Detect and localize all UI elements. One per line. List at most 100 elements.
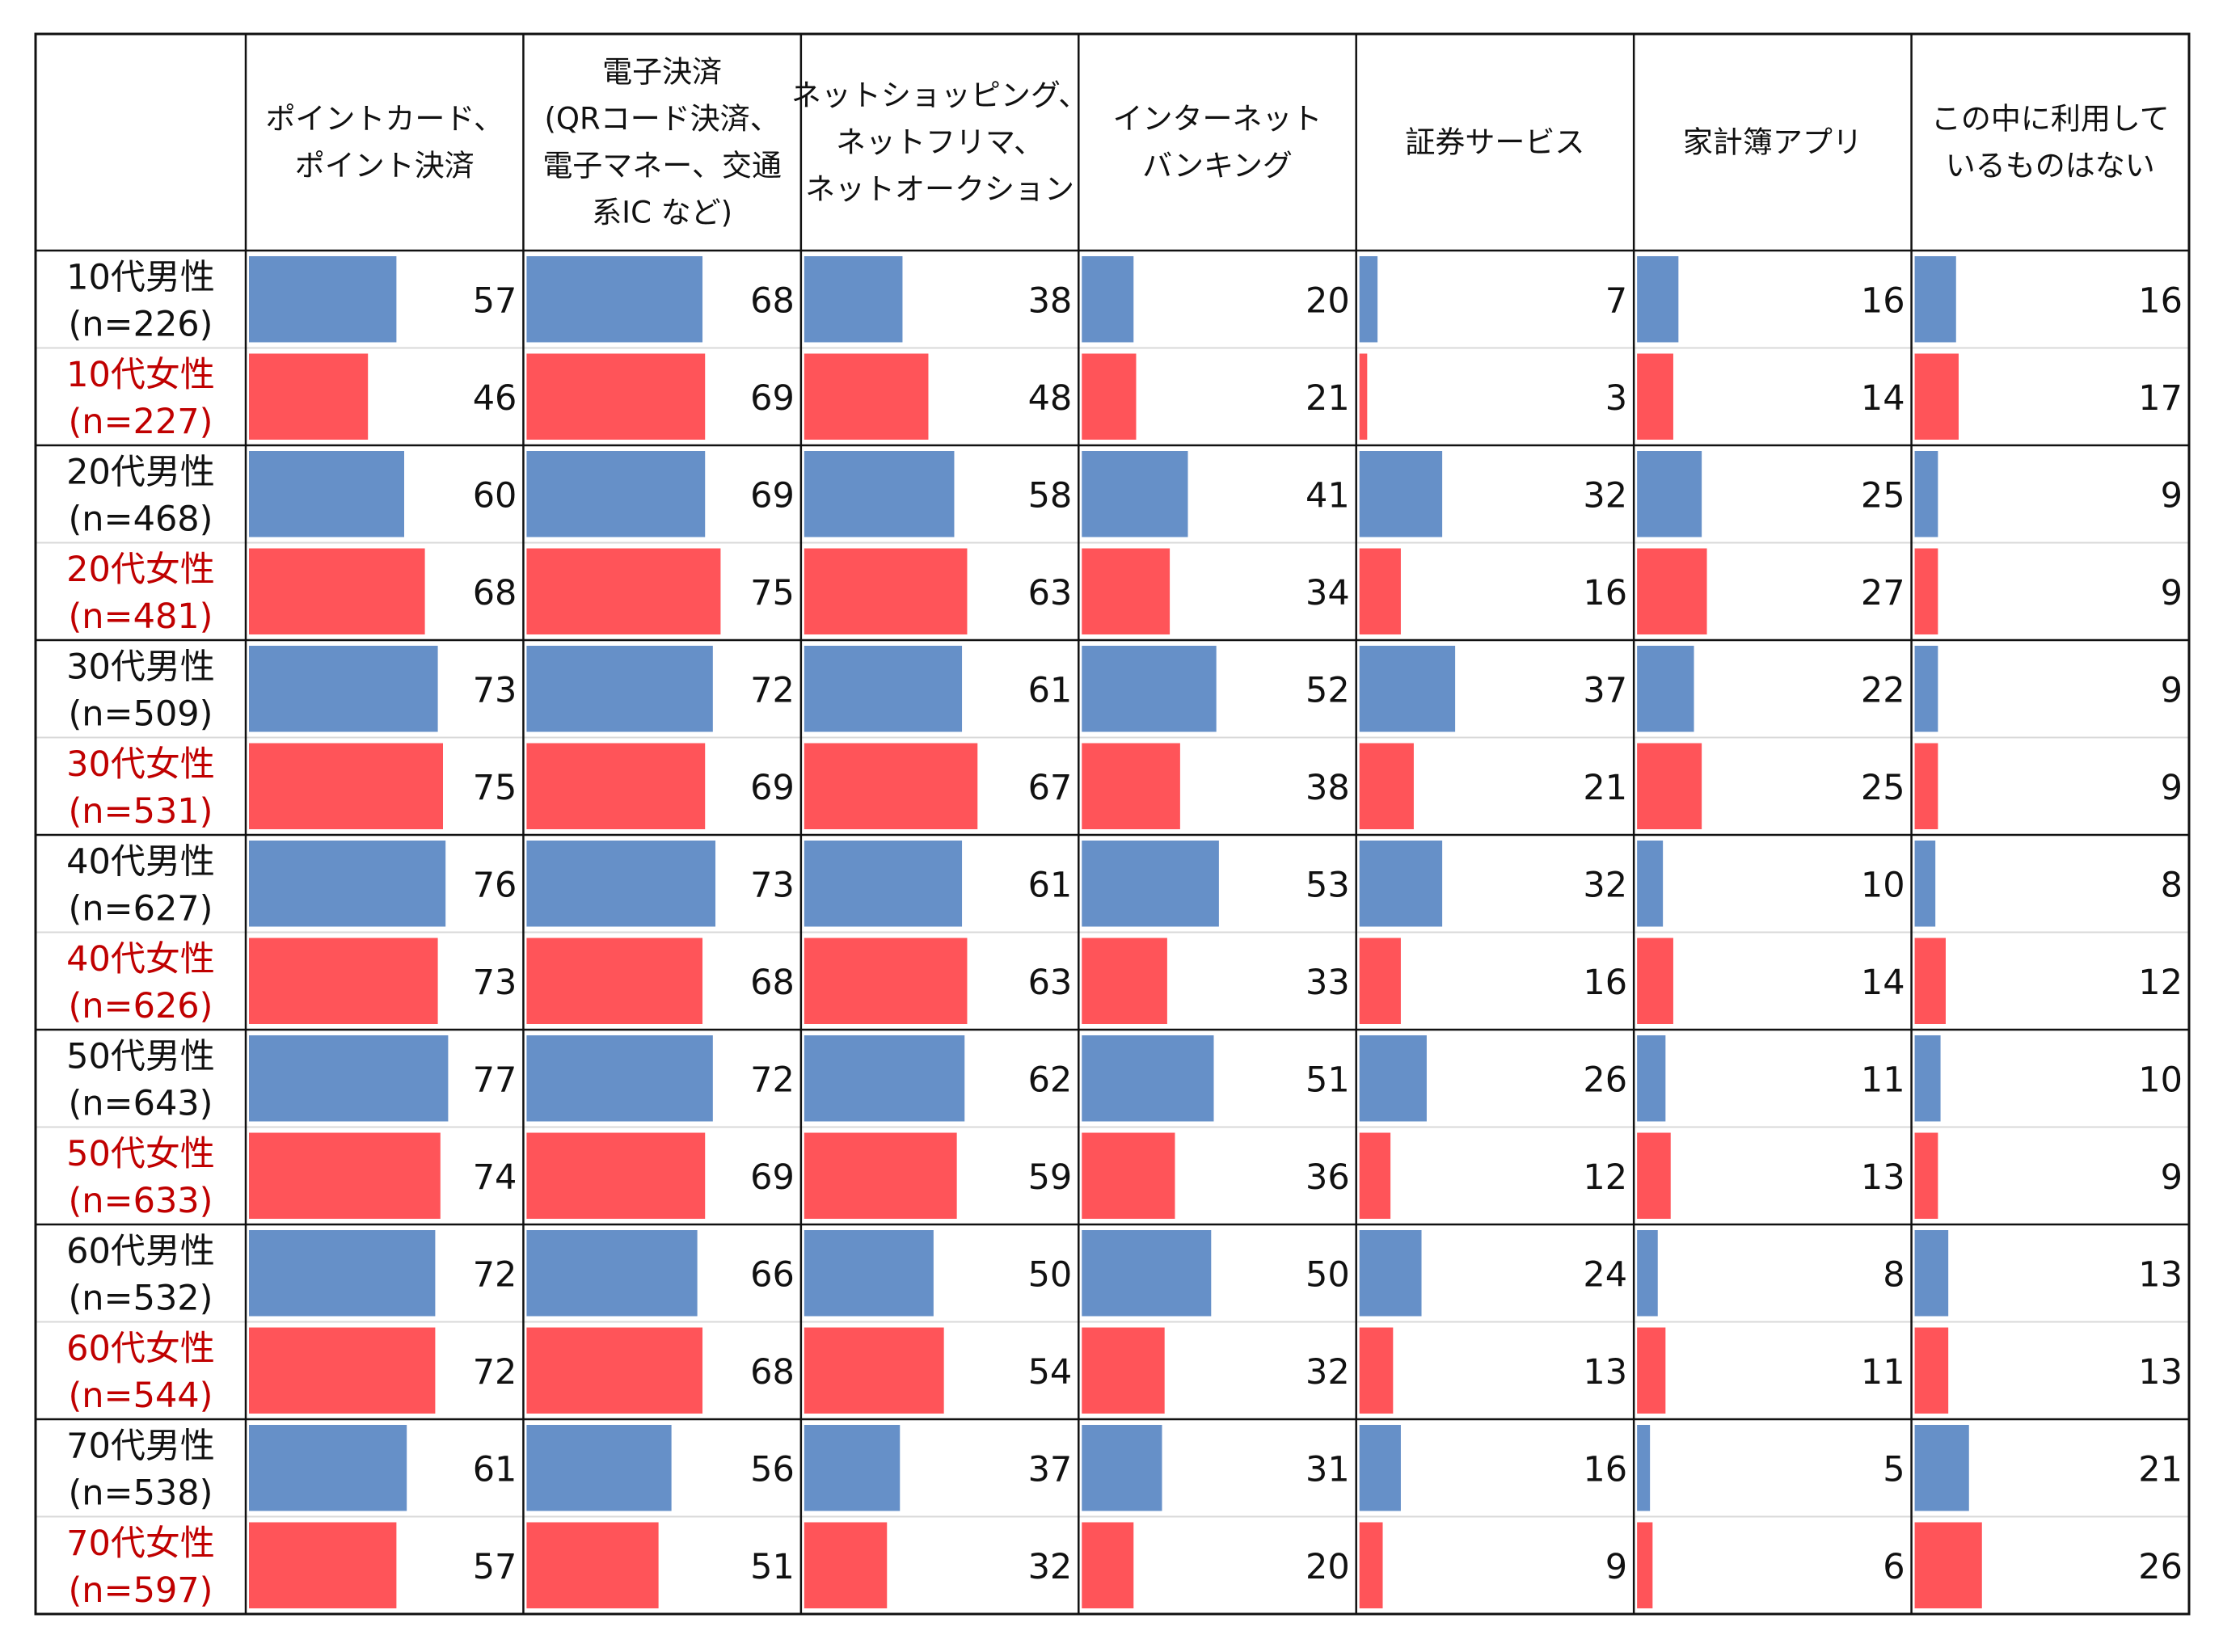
bar-row-2-col-4 (1359, 451, 1443, 537)
value-row-2-col-0: 60 (473, 475, 517, 516)
value-row-2-col-1: 69 (750, 475, 795, 516)
column-header-0-line-0: ポイントカード、 (265, 102, 504, 137)
row-sample-size-5: (n=531) (69, 791, 213, 832)
row-sample-size-4: (n=509) (69, 694, 213, 735)
bar-row-10-col-3 (1082, 1230, 1212, 1317)
value-row-0-col-1: 68 (750, 280, 795, 321)
bar-row-3-col-2 (804, 548, 968, 634)
row-label-13: 70代女性 (66, 1523, 215, 1564)
value-row-4-col-1: 72 (750, 670, 795, 710)
bar-row-3-col-1 (526, 548, 721, 634)
value-row-9-col-1: 69 (750, 1157, 795, 1198)
bar-row-2-col-2 (804, 451, 955, 537)
column-header-5-line-0: 家計簿アプリ (1683, 125, 1862, 160)
row-label-2: 20代男性 (66, 453, 215, 493)
value-row-5-col-6: 9 (2161, 768, 2183, 808)
bar-row-13-col-5 (1637, 1522, 1653, 1608)
bar-row-2-col-1 (526, 451, 706, 537)
row-label-4: 30代男性 (66, 647, 215, 688)
value-row-4-col-0: 73 (473, 670, 517, 710)
row-label-8: 50代男性 (66, 1037, 215, 1077)
bar-row-8-col-6 (1914, 1035, 1941, 1122)
value-row-6-col-0: 76 (473, 865, 517, 905)
bar-row-10-col-2 (804, 1230, 934, 1317)
value-row-8-col-5: 11 (1861, 1060, 1905, 1100)
row-label-5: 30代女性 (66, 744, 215, 785)
bar-row-7-col-1 (526, 938, 703, 1024)
row-sample-size-13: (n=597) (69, 1570, 213, 1611)
bar-row-1-col-1 (526, 353, 706, 440)
column-header-2-line-2: ネットオークション (805, 172, 1074, 207)
value-row-0-col-2: 38 (1028, 280, 1073, 321)
value-row-9-col-0: 74 (473, 1157, 517, 1198)
bar-row-7-col-6 (1914, 938, 1946, 1024)
value-row-5-col-2: 67 (1028, 768, 1073, 808)
bar-row-9-col-0 (249, 1132, 441, 1219)
bar-row-4-col-4 (1359, 646, 1456, 732)
column-header-2-line-0: ネットショッピング、 (791, 78, 1088, 113)
bar-row-4-col-6 (1914, 646, 1938, 732)
value-row-8-col-3: 51 (1306, 1060, 1350, 1100)
bar-row-12-col-5 (1637, 1425, 1651, 1511)
value-row-2-col-6: 9 (2161, 475, 2183, 516)
value-row-7-col-1: 68 (750, 963, 795, 1003)
bar-row-12-col-4 (1359, 1425, 1401, 1511)
row-label-6: 40代男性 (66, 842, 215, 883)
value-row-12-col-3: 31 (1306, 1449, 1350, 1490)
value-row-10-col-1: 66 (750, 1254, 795, 1295)
bar-row-3-col-3 (1082, 548, 1171, 634)
value-row-3-col-0: 68 (473, 573, 517, 613)
column-header-6-line-1: いるものはない (1946, 149, 2155, 183)
bar-row-12-col-6 (1914, 1425, 1969, 1511)
value-row-11-col-5: 11 (1861, 1352, 1905, 1393)
value-row-7-col-2: 63 (1028, 963, 1073, 1003)
value-row-0-col-0: 57 (473, 280, 517, 321)
bar-row-5-col-2 (804, 743, 978, 829)
value-row-13-col-5: 6 (1883, 1547, 1905, 1587)
bar-row-3-col-4 (1359, 548, 1401, 634)
row-label-1: 10代女性 (66, 355, 215, 395)
bar-row-5-col-5 (1637, 743, 1702, 829)
value-row-8-col-0: 77 (473, 1060, 517, 1100)
bar-row-4-col-1 (526, 646, 713, 732)
value-row-3-col-2: 63 (1028, 573, 1073, 613)
row-sample-size-6: (n=627) (69, 889, 213, 929)
bar-row-6-col-2 (804, 841, 963, 927)
bar-row-13-col-3 (1082, 1522, 1134, 1608)
value-row-9-col-5: 13 (1861, 1157, 1905, 1198)
bar-row-12-col-2 (804, 1425, 901, 1511)
value-row-6-col-6: 8 (2161, 865, 2183, 905)
bar-row-2-col-3 (1082, 451, 1188, 537)
bar-row-1-col-2 (804, 353, 929, 440)
column-header-2-line-1: ネットフリマ、 (836, 125, 1044, 160)
bar-row-10-col-5 (1637, 1230, 1658, 1317)
bar-row-0-col-2 (804, 256, 903, 343)
bar-row-1-col-6 (1914, 353, 1959, 440)
value-row-10-col-5: 8 (1883, 1254, 1905, 1295)
value-row-1-col-5: 14 (1861, 378, 1905, 419)
bar-row-9-col-2 (804, 1132, 957, 1219)
column-header-1-line-0: 電子決済 (602, 55, 722, 90)
bar-row-11-col-5 (1637, 1327, 1666, 1414)
bar-row-2-col-6 (1914, 451, 1938, 537)
bar-row-1-col-5 (1637, 353, 1673, 440)
value-row-8-col-6: 10 (2138, 1060, 2183, 1100)
value-row-3-col-4: 16 (1583, 573, 1627, 613)
bar-row-4-col-0 (249, 646, 438, 732)
value-row-13-col-3: 20 (1306, 1547, 1350, 1587)
bar-row-13-col-2 (804, 1522, 888, 1608)
bar-row-7-col-3 (1082, 938, 1167, 1024)
value-row-7-col-0: 73 (473, 963, 517, 1003)
bar-row-1-col-3 (1082, 353, 1137, 440)
row-sample-size-2: (n=468) (69, 499, 213, 540)
value-row-11-col-3: 32 (1306, 1352, 1350, 1393)
row-label-10: 60代男性 (66, 1232, 215, 1272)
bar-row-13-col-4 (1359, 1522, 1383, 1608)
column-header-1-line-1: (QRコード決済、 (545, 102, 780, 137)
value-row-12-col-6: 21 (2138, 1449, 2183, 1490)
value-row-5-col-4: 21 (1583, 768, 1627, 808)
column-header-6-line-0: この中に利用して (1931, 102, 2170, 137)
value-row-9-col-6: 9 (2161, 1157, 2183, 1198)
value-row-3-col-1: 75 (750, 573, 795, 613)
value-row-5-col-3: 38 (1306, 768, 1350, 808)
